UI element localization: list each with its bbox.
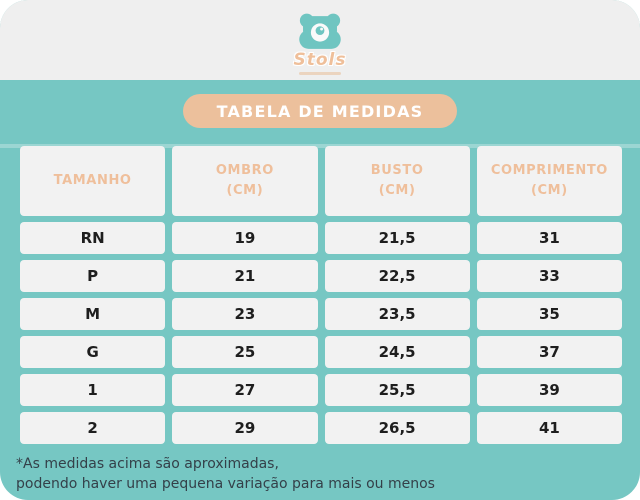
brand-name: Stols <box>293 50 347 70</box>
table-cell-busto: 25,5 <box>324 374 470 406</box>
footnote-line-1: *As medidas acima são aproximadas, <box>16 456 279 472</box>
table-cell-busto: 24,5 <box>324 336 470 368</box>
footnote-line-2: podendo haver uma pequena variação para … <box>16 476 435 493</box>
column-header-busto: BUSTO (CM) <box>324 146 470 216</box>
table-cell-ombro: 21 <box>172 260 318 292</box>
table-cell-size: 1 <box>20 374 166 406</box>
table-cell-size: M <box>20 298 166 330</box>
table-cell-comprimento: 33 <box>476 260 622 292</box>
table-cell-comprimento: 37 <box>476 336 622 368</box>
column-header-tamanho: TAMANHO <box>20 146 166 216</box>
chart-title-pill: TABELA DE MEDIDAS <box>182 94 458 128</box>
brand-logo: Stols <box>294 5 347 75</box>
table-cell-ombro: 29 <box>172 412 318 444</box>
logo-header-band: Stols <box>0 0 640 80</box>
column-header-comprimento: COMPRIMENTO (CM) <box>476 146 622 216</box>
table-cell-comprimento: 35 <box>476 298 622 330</box>
table-cell-size: G <box>20 336 166 368</box>
table-cell-comprimento: 41 <box>476 412 622 444</box>
footnote: *As medidas acima são aproximadas, poden… <box>16 454 640 495</box>
table-cell-busto: 22,5 <box>324 260 470 292</box>
table-cell-ombro: 25 <box>172 336 318 368</box>
table-cell-size: 2 <box>20 412 166 444</box>
table-cell-ombro: 27 <box>172 374 318 406</box>
table-cell-ombro: 23 <box>172 298 318 330</box>
divider-line <box>0 144 640 148</box>
column-header-ombro: OMBRO (CM) <box>172 146 318 216</box>
chart-title: TABELA DE MEDIDAS <box>216 101 424 121</box>
chart-body: TABELA DE MEDIDAS TAMANHO OMBRO (CM) BUS… <box>0 80 640 500</box>
table-cell-busto: 26,5 <box>324 412 470 444</box>
logo-tagline-bar <box>299 72 341 75</box>
table-cell-busto: 21,5 <box>324 222 470 254</box>
measurements-table: TAMANHO OMBRO (CM) BUSTO (CM) COMPRIMENT… <box>20 146 622 444</box>
table-cell-size: P <box>20 260 166 292</box>
teddy-bear-icon <box>299 13 341 49</box>
table-cell-comprimento: 31 <box>476 222 622 254</box>
table-cell-size: RN <box>20 222 166 254</box>
table-cell-comprimento: 39 <box>476 374 622 406</box>
table-cell-busto: 23,5 <box>324 298 470 330</box>
table-cell-ombro: 19 <box>172 222 318 254</box>
title-row: TABELA DE MEDIDAS <box>0 80 640 128</box>
